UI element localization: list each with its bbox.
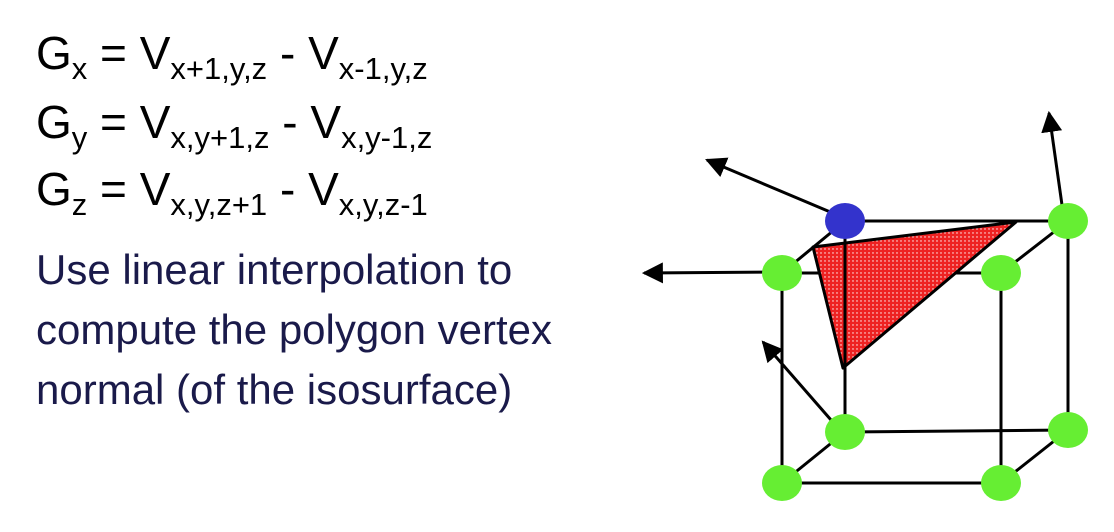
- eq-v1-sub: x,y,z+1: [170, 186, 268, 222]
- vertex-inactive: [825, 414, 865, 450]
- eq-lhs-sub: y: [71, 119, 88, 155]
- eq-v1: V: [139, 27, 171, 79]
- normal-arrow: [1041, 110, 1065, 213]
- eq-v1-sub: x,y+1,z: [170, 119, 270, 155]
- eq-minus: -: [267, 27, 309, 79]
- cube-vertices: [762, 203, 1088, 501]
- caption-line-3: normal (of the isosurface): [36, 366, 513, 413]
- equation-gy: Gy = Vx,y+1,z - Vx,y-1,z: [36, 96, 432, 153]
- eq-lhs: G: [36, 96, 72, 148]
- eq-v2-sub: x,y,z-1: [338, 186, 428, 222]
- eq-v2-sub: x-1,y,z: [338, 50, 428, 86]
- eq-minus: -: [269, 96, 311, 148]
- eq-v2: V: [308, 163, 339, 215]
- vertex-inactive: [981, 465, 1021, 501]
- vertex-inactive: [1048, 203, 1088, 239]
- eq-v1: V: [139, 163, 171, 215]
- eq-minus: -: [267, 163, 309, 215]
- normal-arrow: [641, 262, 781, 284]
- equation-gx: Gx = Vx+1,y,z - Vx-1,y,z: [36, 27, 428, 84]
- normal-arrow: [705, 157, 836, 216]
- equation-gz: Gz = Vx,y,z+1 - Vx,y,z-1: [36, 163, 428, 220]
- eq-equals: =: [87, 27, 140, 79]
- eq-lhs: G: [36, 27, 72, 79]
- eq-v1-sub: x+1,y,z: [170, 50, 268, 86]
- eq-equals: =: [87, 163, 140, 215]
- normal-arrows: [641, 110, 1065, 429]
- caption: Use linear interpolation to compute the …: [36, 240, 552, 420]
- isosurface-triangle: [811, 220, 1018, 370]
- vertex-inactive: [1048, 412, 1088, 448]
- eq-lhs-sub: x: [71, 50, 88, 86]
- vertex-inactive: [981, 255, 1021, 291]
- cube-edge: [844, 428, 1069, 434]
- caption-line-2: compute the polygon vertex: [36, 306, 552, 353]
- eq-v1: V: [139, 96, 171, 148]
- normal-arrow: [761, 340, 840, 429]
- caption-line-1: Use linear interpolation to: [36, 246, 513, 293]
- vertex-inactive: [762, 255, 802, 291]
- eq-v2-sub: x,y-1,z: [341, 119, 433, 155]
- eq-equals: =: [87, 96, 140, 148]
- vertex-inactive: [762, 465, 802, 501]
- eq-lhs: G: [36, 163, 72, 215]
- vertex-active: [825, 203, 865, 239]
- eq-v2: V: [310, 96, 342, 148]
- eq-lhs-sub: z: [71, 186, 88, 222]
- eq-v2: V: [308, 27, 339, 79]
